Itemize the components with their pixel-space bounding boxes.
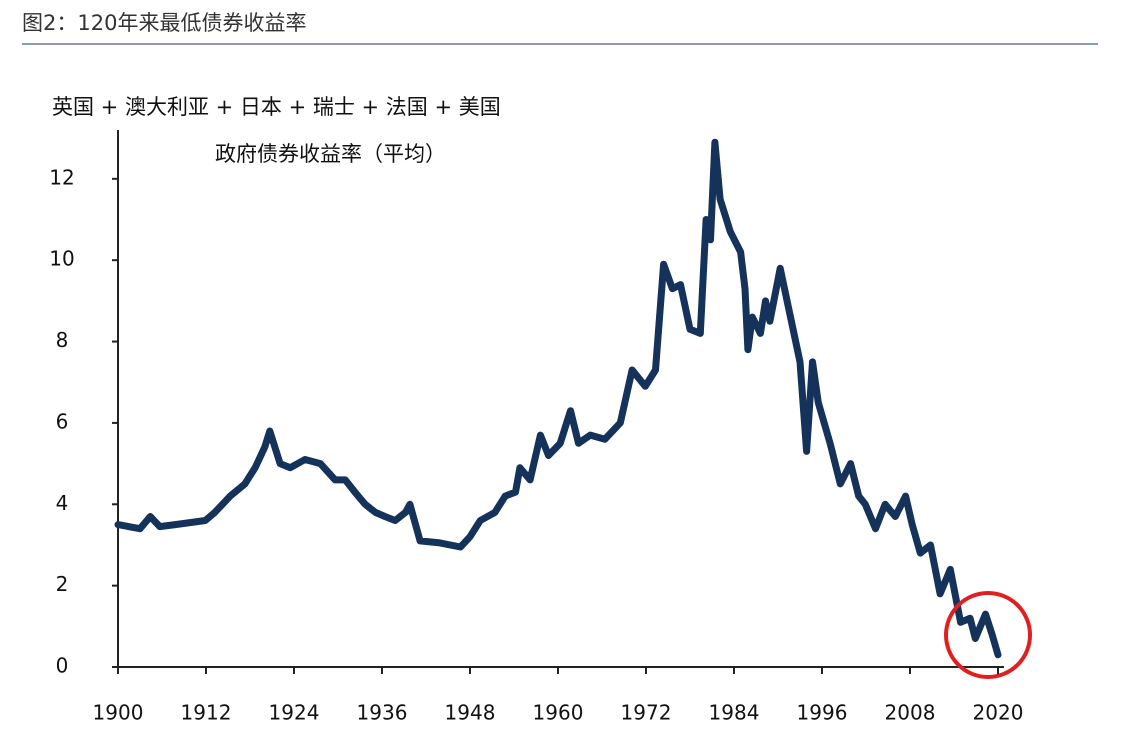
y-tick-label: 4: [56, 491, 69, 515]
x-tick-label: 1996: [797, 701, 848, 725]
y-tick-label: 6: [56, 409, 69, 433]
x-tick-label: 1924: [269, 701, 320, 725]
x-tick-label: 1972: [621, 701, 672, 725]
chart-subtitle: 英国 + 澳大利亚 + 日本 + 瑞士 + 法国 + 美国: [52, 95, 501, 119]
y-tick-label: 12: [49, 165, 74, 189]
x-tick-label: 2020: [973, 701, 1024, 725]
x-tick-label: 1948: [445, 701, 496, 725]
x-tick-label: 1960: [533, 701, 584, 725]
chart-title: 图2：120年来最低债券收益率: [22, 11, 306, 35]
x-tick-label: 2008: [885, 701, 936, 725]
x-tick-label: 1936: [357, 701, 408, 725]
x-tick-label: 1900: [93, 701, 144, 725]
data-line: [114, 138, 1002, 659]
x-tick-label: 1984: [709, 701, 760, 725]
y-tick-label: 8: [56, 328, 69, 352]
y-tick-label: 2: [56, 572, 69, 596]
y-tick-label: 0: [56, 654, 69, 678]
y-tick-label: 10: [49, 247, 74, 271]
annotation: 政府债券收益率（平均）: [215, 142, 446, 166]
x-tick-label: 1912: [181, 701, 232, 725]
highlight-circle: [944, 591, 1032, 679]
